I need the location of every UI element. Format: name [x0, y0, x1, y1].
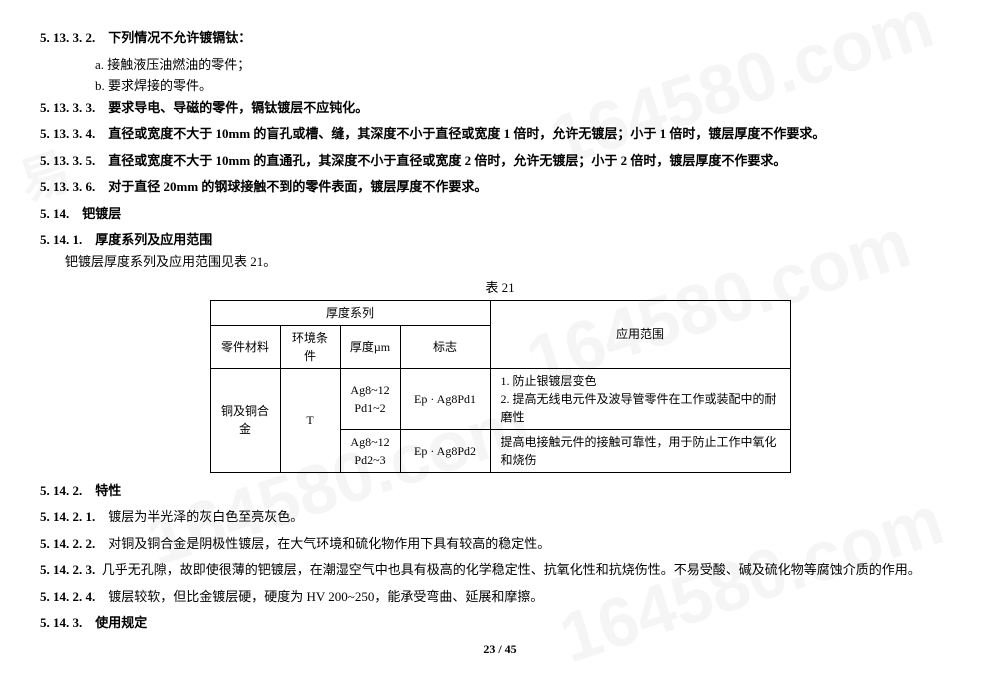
section-5-14-2: 5. 14. 2. 特性	[40, 481, 960, 501]
clause-text: 下列情况不允许镀镉钛：	[108, 30, 251, 45]
cell-mark: Ep · Ag8Pd1	[400, 368, 490, 429]
section-number: 5. 14.	[40, 206, 69, 221]
clause-5-13-3-2: 5. 13. 3. 2. 下列情况不允许镀镉钛：	[40, 28, 960, 48]
section-5-14: 5. 14. 钯镀层	[40, 204, 960, 224]
table-title: 表 21	[210, 278, 791, 298]
clause-number: 5. 14. 2. 4.	[40, 589, 95, 604]
page-number: 23 / 45	[0, 640, 1000, 658]
th-mark: 标志	[400, 325, 490, 368]
clause-5-14-2-3: 5. 14. 2. 3. 几乎无孔隙，故即使很薄的钯镀层，在潮湿空气中也具有极高…	[40, 560, 960, 580]
section-number: 5. 14. 2.	[40, 483, 82, 498]
section-title: 使用规定	[95, 615, 147, 630]
clause-5-13-3-5: 5. 13. 3. 5. 直径或宽度不大于 10mm 的直通孔，其深度不小于直径…	[40, 151, 960, 171]
sub-list: a. 接触液压油燃油的零件； b. 要求焊接的零件。	[40, 55, 960, 96]
table-row: 铜及铜合金 T Ag8~12 Pd1~2 Ep · Ag8Pd1 1. 防止银镀…	[210, 368, 790, 429]
clause-number: 5. 13. 3. 2.	[40, 30, 95, 45]
section-title: 特性	[95, 483, 121, 498]
cell-thickness: Ag8~12 Pd2~3	[340, 429, 400, 472]
th-thickness: 厚度µm	[340, 325, 400, 368]
clause-5-14-2-1: 5. 14. 2. 1. 镀层为半光泽的灰白色至亮灰色。	[40, 507, 960, 527]
clause-text: 直径或宽度不大于 10mm 的直通孔，其深度不小于直径或宽度 2 倍时，允许无镀…	[108, 153, 786, 168]
section-5-14-1: 5. 14. 1. 厚度系列及应用范围 钯镀层厚度系列及应用范围见表 21。	[40, 230, 960, 271]
clause-number: 5. 13. 3. 4.	[40, 126, 95, 141]
cell-env: T	[280, 368, 340, 472]
cell-material: 铜及铜合金	[210, 368, 280, 472]
clause-5-13-3-6: 5. 13. 3. 6. 对于直径 20mm 的钢球接触不到的零件表面，镀层厚度…	[40, 177, 960, 197]
section-5-14-3: 5. 14. 3. 使用规定	[40, 613, 960, 633]
clause-text: 对铜及铜合金是阴极性镀层，在大气环境和硫化物作用下具有较高的稳定性。	[108, 536, 550, 551]
table-21-wrap: 表 21 厚度系列 应用范围 零件材料 环境条件 厚度µm 标志 铜及铜合金 T…	[210, 278, 791, 473]
clause-5-13-3-4: 5. 13. 3. 4. 直径或宽度不大于 10mm 的盲孔或槽、缝，其深度不小…	[40, 124, 960, 144]
clause-number: 5. 14. 2. 2.	[40, 536, 95, 551]
section-title: 钯镀层	[82, 206, 121, 221]
clause-5-13-3-3: 5. 13. 3. 3. 要求导电、导磁的零件，镉钛镀层不应钝化。	[40, 98, 960, 118]
clause-text: 要求导电、导磁的零件，镉钛镀层不应钝化。	[108, 100, 368, 115]
section-title: 厚度系列及应用范围	[95, 232, 212, 247]
clause-number: 5. 14. 2. 3.	[40, 562, 95, 577]
clause-number: 5. 13. 3. 3.	[40, 100, 95, 115]
th-application: 应用范围	[490, 300, 790, 368]
cell-application: 1. 防止银镀层变色 2. 提高无线电元件及波导管零件在工作或装配中的耐磨性	[490, 368, 790, 429]
clause-number: 5. 13. 3. 5.	[40, 153, 95, 168]
clause-number: 5. 13. 3. 6.	[40, 179, 95, 194]
section-number: 5. 14. 3.	[40, 615, 82, 630]
list-item-a: a. 接触液压油燃油的零件；	[95, 55, 960, 75]
clause-text: 几乎无孔隙，故即使很薄的钯镀层，在潮湿空气中也具有极高的化学稳定性、抗氧化性和抗…	[102, 562, 921, 577]
cell-thickness: Ag8~12 Pd1~2	[340, 368, 400, 429]
cell-mark: Ep · Ag8Pd2	[400, 429, 490, 472]
clause-number: 5. 14. 2. 1.	[40, 509, 95, 524]
th-material: 零件材料	[210, 325, 280, 368]
th-thickness-series: 厚度系列	[210, 300, 490, 325]
th-env: 环境条件	[280, 325, 340, 368]
cell-application: 提高电接触元件的接触可靠性，用于防止工作中氧化和烧伤	[490, 429, 790, 472]
table-21: 厚度系列 应用范围 零件材料 环境条件 厚度µm 标志 铜及铜合金 T Ag8~…	[210, 300, 791, 473]
section-desc: 钯镀层厚度系列及应用范围见表 21。	[40, 252, 960, 272]
clause-text: 对于直径 20mm 的钢球接触不到的零件表面，镀层厚度不作要求。	[108, 179, 487, 194]
section-number: 5. 14. 1.	[40, 232, 82, 247]
clause-text: 镀层较软，但比金镀层硬，硬度为 HV 200~250，能承受弯曲、延展和摩擦。	[108, 589, 543, 604]
clause-5-14-2-2: 5. 14. 2. 2. 对铜及铜合金是阴极性镀层，在大气环境和硫化物作用下具有…	[40, 534, 960, 554]
clause-text: 直径或宽度不大于 10mm 的盲孔或槽、缝，其深度不小于直径或宽度 1 倍时，允…	[108, 126, 825, 141]
clause-5-14-2-4: 5. 14. 2. 4. 镀层较软，但比金镀层硬，硬度为 HV 200~250，…	[40, 587, 960, 607]
list-item-b: b. 要求焊接的零件。	[95, 76, 960, 96]
clause-text: 镀层为半光泽的灰白色至亮灰色。	[108, 509, 303, 524]
